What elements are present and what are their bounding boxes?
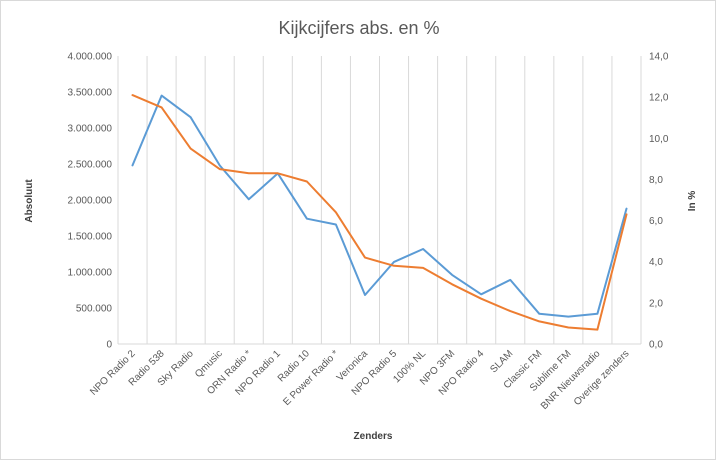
- y-tick-label: 0: [106, 340, 112, 351]
- x-tick-label: Overige zenders: [572, 348, 632, 408]
- y2-tick-label: 12,0: [649, 93, 669, 104]
- y2-tick-label: 2,0: [649, 298, 663, 309]
- y-tick-label: 3.000.000: [68, 124, 113, 135]
- x-axis-title: Zenders: [354, 431, 393, 442]
- y-tick-label: 3.500.000: [68, 88, 113, 99]
- y2-axis-title: In %: [687, 191, 698, 212]
- y2-tick-label: 0,0: [649, 340, 663, 351]
- y-tick-label: 2.000.000: [68, 196, 113, 207]
- y-tick-label: 2.500.000: [68, 160, 113, 171]
- series-line-1: [131, 94, 628, 318]
- gridlines: [117, 56, 642, 345]
- x-tick-label: NPO Radio 2: [88, 348, 138, 398]
- series-lines: [131, 94, 628, 331]
- series-line-2: [131, 94, 628, 331]
- y2-tick-label: 6,0: [649, 216, 663, 227]
- x-tick-label: E Power Radio *: [281, 348, 341, 408]
- y2-tick-label: 14,0: [649, 52, 669, 63]
- x-tick-label: SLAM: [488, 348, 515, 375]
- chart-title: Kijkcijfers abs. en %: [278, 18, 439, 38]
- y-tick-label: 1.000.000: [68, 268, 113, 279]
- y-axis-right: 0,0 2,0 4,0 6,0 8,0 10,0 12,0 14,0: [649, 52, 669, 351]
- y2-tick-label: 4,0: [649, 257, 663, 268]
- y-axis-left: 0 500.000 1.000.000 1.500.000 2.000.000 2.500…: [68, 52, 113, 351]
- y-tick-label: 500.000: [76, 304, 113, 315]
- y-tick-label: 4.000.000: [68, 52, 113, 63]
- y2-tick-label: 10,0: [649, 134, 669, 145]
- y-tick-label: 1.500.000: [68, 232, 113, 243]
- y-axis-title: Absoluut: [24, 179, 35, 223]
- y2-tick-label: 8,0: [649, 175, 663, 186]
